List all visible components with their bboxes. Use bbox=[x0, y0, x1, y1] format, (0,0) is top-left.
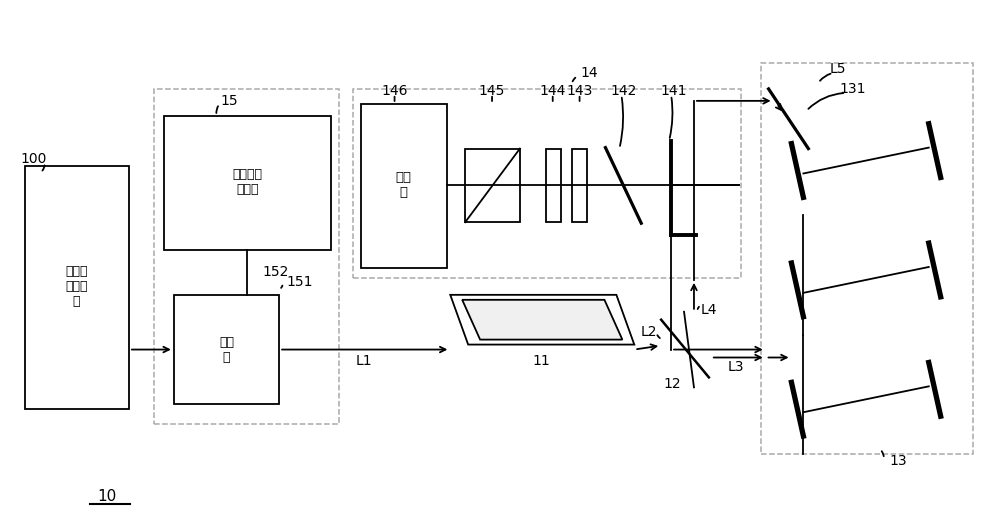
Text: 151: 151 bbox=[286, 275, 313, 289]
Bar bbox=[546, 148, 561, 222]
Text: 144: 144 bbox=[540, 84, 566, 98]
Text: 143: 143 bbox=[566, 84, 593, 98]
Text: 11: 11 bbox=[533, 354, 551, 369]
Bar bbox=[164, 116, 331, 250]
Bar bbox=[572, 148, 587, 222]
Text: L4: L4 bbox=[701, 303, 717, 317]
Text: 152: 152 bbox=[262, 265, 289, 279]
Text: 棱镜对调
节装置: 棱镜对调 节装置 bbox=[232, 168, 262, 196]
Text: 15: 15 bbox=[221, 94, 238, 108]
Text: 棱镜
对: 棱镜 对 bbox=[219, 336, 234, 364]
Polygon shape bbox=[462, 300, 622, 340]
Bar bbox=[154, 89, 339, 424]
Bar bbox=[361, 104, 447, 268]
Text: L5: L5 bbox=[830, 62, 846, 76]
Bar bbox=[174, 295, 279, 404]
Text: 光谱
仪: 光谱 仪 bbox=[396, 172, 412, 200]
Text: 146: 146 bbox=[381, 84, 408, 98]
Text: 12: 12 bbox=[663, 378, 681, 391]
Text: 141: 141 bbox=[661, 84, 687, 98]
Bar bbox=[25, 165, 129, 409]
Text: 142: 142 bbox=[610, 84, 637, 98]
Text: 10: 10 bbox=[97, 489, 117, 504]
Text: 145: 145 bbox=[479, 84, 505, 98]
Text: 100: 100 bbox=[21, 152, 47, 166]
Text: L3: L3 bbox=[728, 361, 744, 374]
Bar bbox=[353, 89, 741, 278]
Text: 14: 14 bbox=[581, 66, 598, 80]
Bar bbox=[465, 148, 520, 222]
Text: 13: 13 bbox=[889, 454, 907, 468]
Bar bbox=[761, 63, 973, 454]
Text: 131: 131 bbox=[840, 82, 866, 96]
Text: L1: L1 bbox=[355, 354, 372, 369]
Polygon shape bbox=[450, 295, 634, 345]
Text: 飞秒放
大激光
器: 飞秒放 大激光 器 bbox=[65, 266, 87, 308]
Text: L2: L2 bbox=[641, 325, 657, 338]
